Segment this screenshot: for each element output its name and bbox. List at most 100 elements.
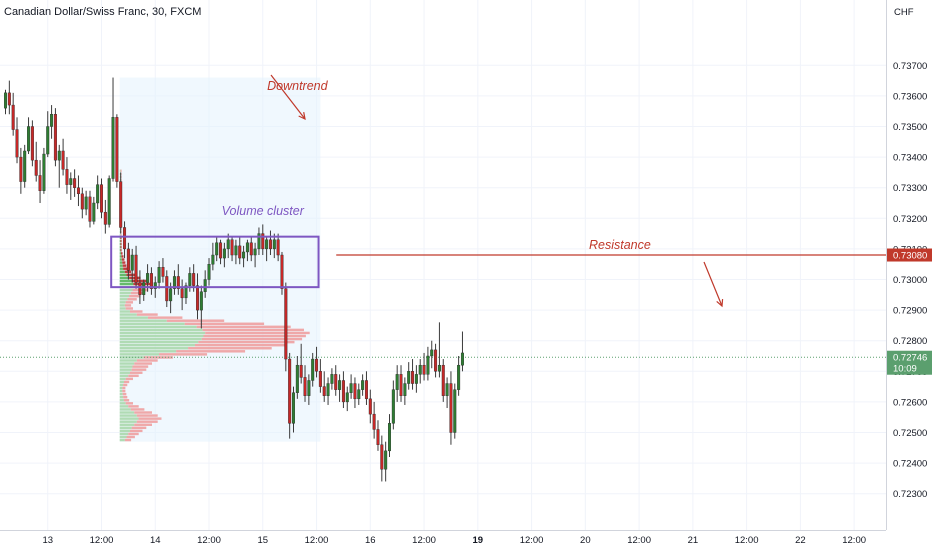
volume-profile-down-bar [122,261,126,264]
candle-body-down [126,248,130,271]
volume-profile-up-bar [119,288,133,292]
volume-profile-up-bar [119,340,199,344]
candle-body-up [414,374,418,384]
candle-body-down [192,273,196,286]
volume-profile-down-bar [123,395,128,399]
price-tag-label: 0.73080 [893,251,927,262]
annotation-label: Resistance [589,238,651,252]
volume-profile-up-bar [119,414,137,417]
candle-body-down [449,383,453,433]
volume-profile-down-bar [122,389,126,393]
volume-profile-down-bar [120,246,122,249]
candle [149,267,153,295]
candle-body-up [384,450,388,470]
volume-profile-up-bar [119,353,160,356]
volume-profile-up-bar [119,365,133,368]
candle-body-up [242,251,246,259]
candle [330,368,334,390]
candle [242,245,246,268]
arrow-head [298,112,306,121]
candle-body-down [65,169,69,185]
candle-body-down [434,349,438,372]
volume-profile-down-bar [136,313,158,316]
candle [445,377,449,409]
candle-body-up [199,291,203,311]
volume-profile-down-bar [136,420,158,423]
volume-profile-up-bar [119,307,126,310]
volume-profile-up-bar [119,356,144,359]
candle [211,242,215,271]
candle [380,435,384,482]
candle [222,242,226,268]
candle-body-down [88,196,92,222]
candle-body-up [184,285,188,299]
volume-profile-down-bar [194,343,287,347]
candle [107,175,111,228]
volume-profile-down-bar [196,325,291,329]
volume-profile-down-bar [124,438,132,442]
candle-body-down [219,242,223,259]
volume-profile-down-bar [127,298,137,301]
y-tick-label: 0.73200 [893,214,927,225]
volume-profile-down-bar [120,236,122,240]
annotation-label: Volume cluster [222,204,305,218]
candle [338,374,342,402]
volume-profile-down-bar [126,273,135,277]
candle-body-down [15,129,19,158]
volume-profile-up-bar [119,322,185,325]
downtrend-arrow [270,74,306,121]
price-tag-label: 0.72746 [893,353,927,364]
candle [172,270,176,295]
volume-profile-up-bar [119,273,127,277]
candle-body-down [334,374,338,390]
candle [103,199,107,234]
candle [288,352,292,439]
volume-profile-down-bar [120,169,122,172]
volume-profile-down-bar [122,392,127,396]
candle [65,157,69,194]
candle [414,365,418,393]
candle-body-up [437,364,441,372]
resistance-arrow [703,261,724,308]
candle [418,359,422,384]
volume-profile-down-bar [120,242,122,246]
candle [295,356,299,399]
candle-body-down [195,285,199,311]
y-tick-label: 0.73400 [893,153,927,164]
candle [27,117,31,155]
volume-profile-down-bar [143,356,173,359]
volume-profile-down-bar [120,252,123,255]
volume-profile-up-bar [119,402,126,405]
candle [326,377,330,405]
volume-profile-up-bar [119,255,122,258]
candle-body-up [391,389,395,424]
candle [161,258,165,283]
candle [165,270,169,308]
candle-body-up [407,371,411,384]
volume-profile-down-bar [120,239,122,243]
x-tick-label: 12:00 [412,535,436,546]
volume-profile-up-bar [119,310,130,313]
volume-profile-up-bar [119,374,129,378]
y-tick-label: 0.72500 [893,428,927,439]
volume-profile-up-bar [119,239,121,243]
candle [219,239,223,265]
candle [50,105,54,139]
candle [203,270,207,298]
candle-body-up [453,389,457,433]
arrow-shaft [703,261,723,307]
candle [357,383,361,405]
volume-profile-up-bar [119,426,132,430]
y-tick-label: 0.73700 [893,61,927,72]
y-tick-label: 0.72300 [893,489,927,500]
volume-profile-down-bar [131,279,147,283]
candle-body-up [57,150,61,161]
candle [299,343,303,384]
volume-profile-up-bar [119,432,129,436]
candle [315,346,319,378]
volume-profile-up-bar [119,411,135,414]
candle [126,242,130,280]
volume-profile-down-bar [120,249,122,252]
y-tick-label: 0.72600 [893,397,927,408]
